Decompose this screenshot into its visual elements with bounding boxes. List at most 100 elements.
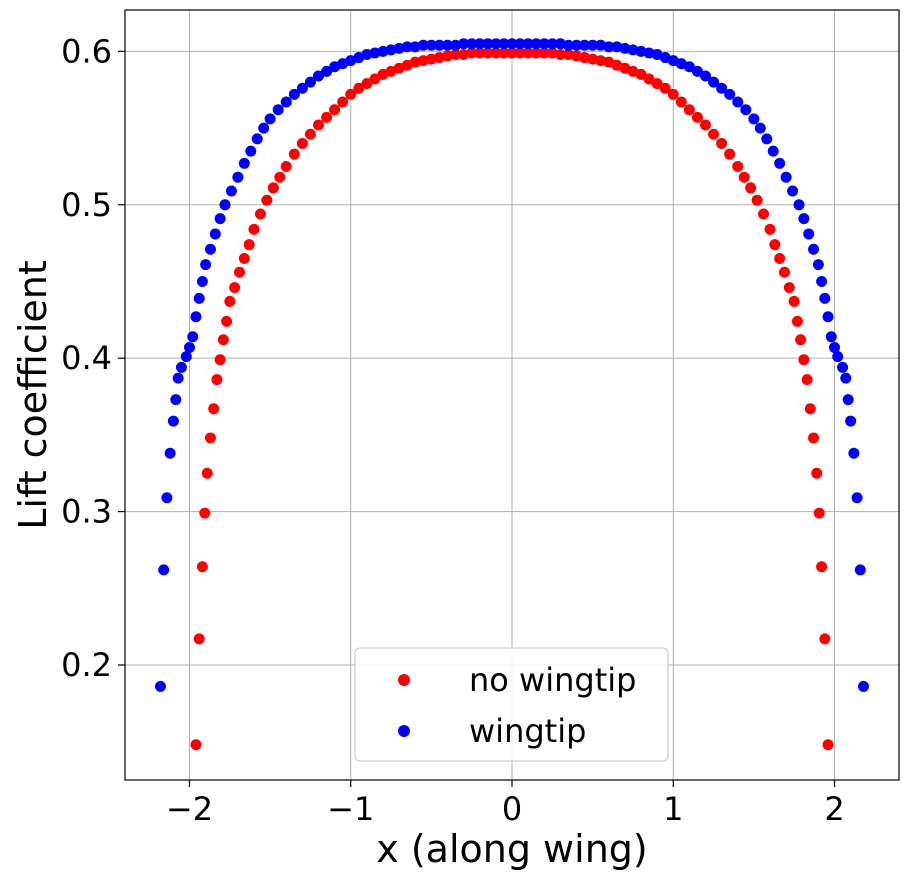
data-point (724, 88, 736, 100)
data-point (530, 47, 542, 59)
data-point (716, 137, 728, 149)
data-point (738, 171, 750, 183)
data-point (248, 223, 260, 235)
data-point (854, 564, 866, 576)
data-point (816, 561, 828, 573)
data-point (267, 182, 279, 194)
data-point (811, 467, 823, 479)
data-point (304, 128, 316, 140)
data-point (514, 38, 526, 50)
series-wingtip (154, 38, 870, 692)
legend: no wingtip wingtip (354, 647, 669, 762)
data-point (819, 633, 831, 645)
data-point (819, 292, 831, 304)
data-point (822, 311, 834, 323)
data-point (808, 432, 820, 444)
data-point (803, 228, 815, 240)
data-point (313, 70, 324, 82)
y-tick-label: 0.4 (61, 339, 112, 377)
data-point (184, 341, 195, 353)
data-point (458, 38, 470, 50)
data-point (221, 315, 233, 327)
axis-ticks: −2 −1 0 1 2 0.2 0.3 0.4 0.5 0.6 (61, 32, 845, 828)
data-point (417, 39, 429, 51)
data-point (751, 194, 763, 206)
data-point (466, 38, 478, 50)
data-point (225, 185, 237, 197)
data-point (538, 38, 550, 50)
data-point (635, 68, 647, 80)
data-point (172, 372, 184, 384)
data-point (280, 96, 292, 108)
data-point (261, 194, 273, 206)
y-tick-label: 0.5 (61, 186, 112, 224)
data-point (211, 374, 223, 386)
data-point (787, 185, 799, 197)
data-point (530, 38, 542, 50)
data-point (167, 415, 179, 427)
y-tick-label: 0.3 (61, 493, 112, 531)
data-point (780, 171, 792, 183)
data-point (482, 38, 494, 50)
data-point (801, 374, 813, 386)
data-point (190, 311, 202, 323)
data-points (154, 38, 870, 751)
data-point (798, 354, 810, 366)
data-point (700, 70, 711, 82)
data-point (490, 47, 502, 59)
data-point (401, 41, 413, 53)
data-point (675, 96, 687, 108)
data-point (208, 403, 220, 415)
data-point (229, 282, 241, 294)
data-point (522, 38, 534, 50)
data-point (296, 82, 308, 94)
data-point (196, 561, 208, 573)
data-point (732, 160, 744, 172)
data-point (745, 182, 757, 194)
data-point (345, 88, 357, 100)
data-point (659, 82, 671, 94)
data-point (313, 119, 324, 131)
data-point (425, 39, 437, 51)
data-point (238, 157, 250, 169)
x-tick-label: −2 (166, 790, 213, 828)
data-point (353, 82, 365, 94)
legend-marker-no-wingtip (398, 674, 410, 686)
data-point (337, 96, 349, 108)
data-point (769, 239, 781, 251)
data-point (798, 213, 810, 225)
data-point (233, 266, 245, 278)
data-point (214, 354, 226, 366)
data-point (793, 199, 805, 211)
data-point (200, 259, 212, 271)
data-point (187, 331, 199, 343)
data-point (774, 252, 786, 264)
data-point (274, 171, 286, 183)
data-point (858, 680, 870, 692)
data-point (795, 334, 807, 346)
data-point (754, 122, 766, 134)
data-point (498, 47, 510, 59)
x-tick-label: 1 (663, 790, 683, 828)
data-point (474, 38, 486, 50)
data-point (587, 39, 599, 51)
data-point (804, 403, 816, 415)
data-point (321, 111, 333, 123)
data-point (204, 243, 216, 255)
data-point (490, 38, 502, 50)
data-point (514, 47, 526, 59)
data-point (808, 243, 820, 255)
data-point (214, 213, 226, 225)
data-point (506, 38, 518, 50)
data-point (329, 104, 341, 116)
data-point (683, 61, 695, 73)
x-axis-label: x (along wing) (376, 827, 647, 871)
data-point (196, 275, 208, 287)
data-point (546, 38, 558, 50)
legend-frame (354, 647, 669, 762)
data-point (254, 208, 266, 220)
data-point (288, 148, 300, 160)
data-point (691, 65, 703, 77)
data-point (219, 199, 231, 211)
